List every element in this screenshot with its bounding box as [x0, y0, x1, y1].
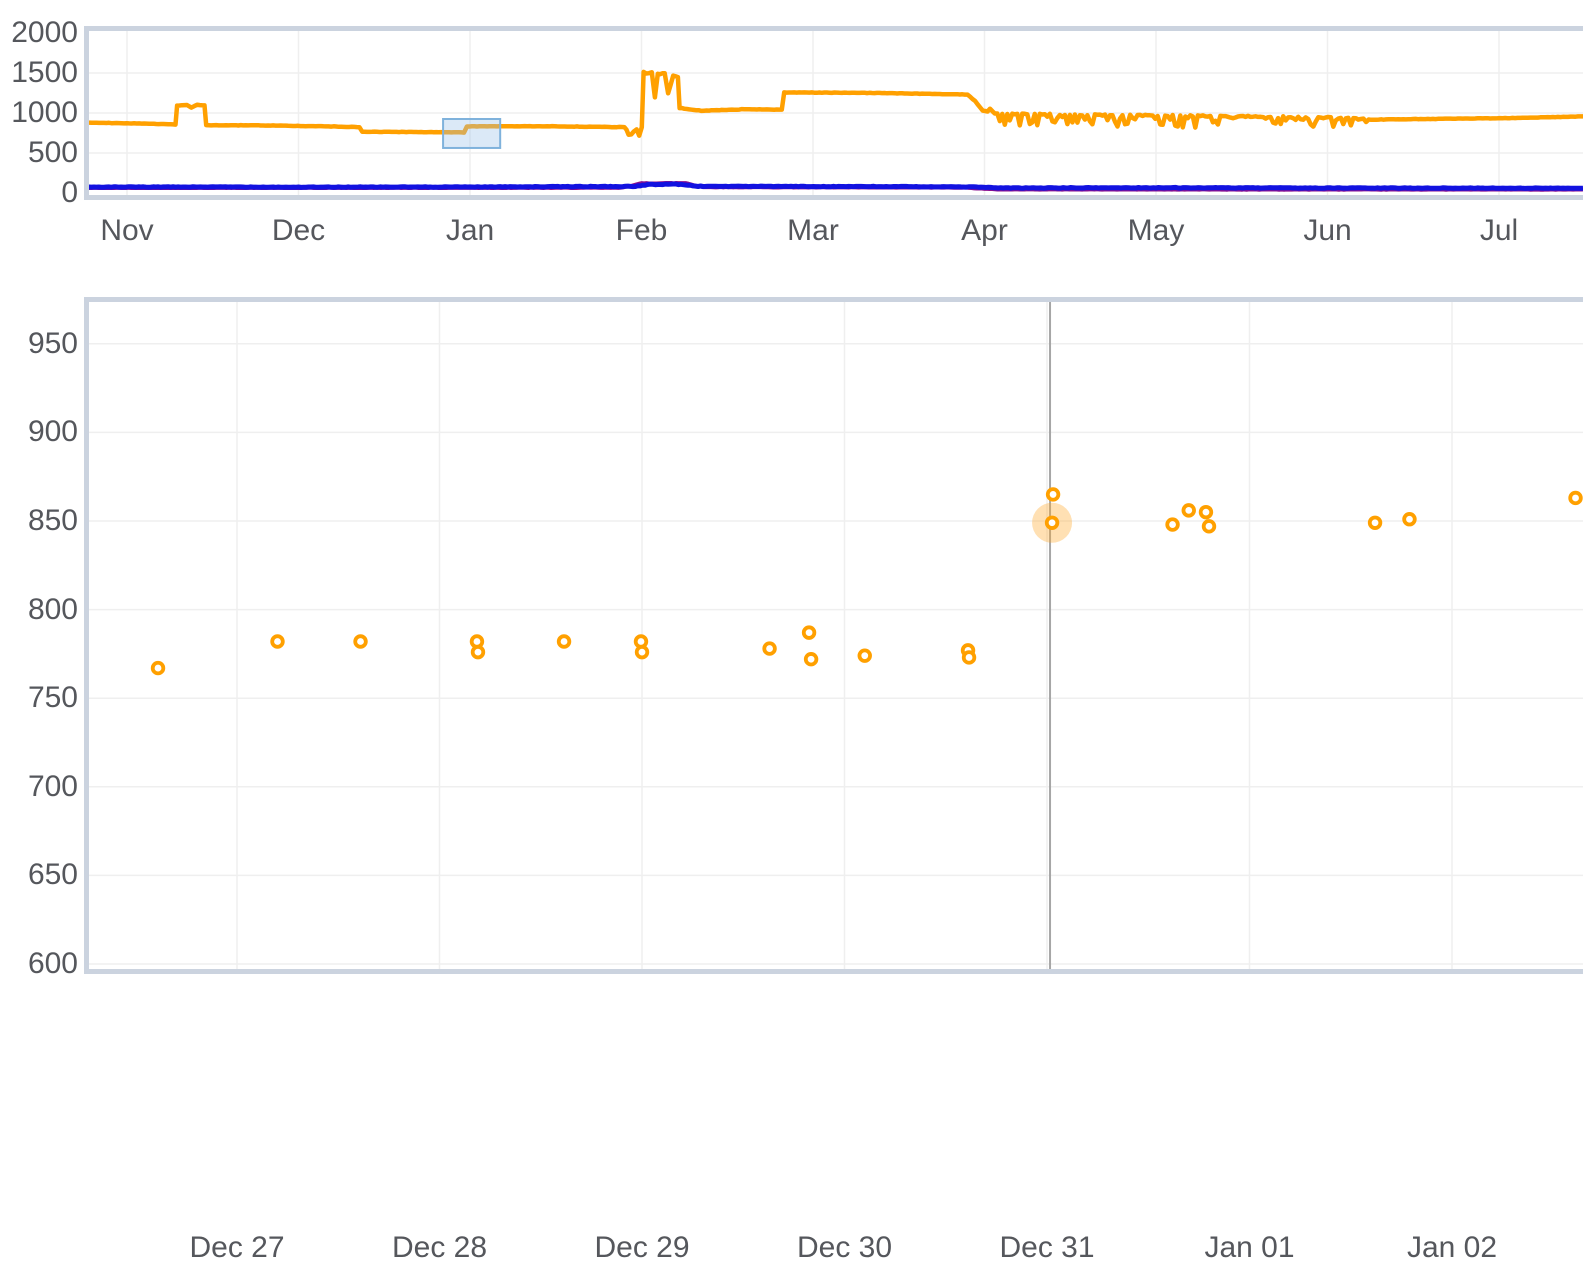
overview-x-tick-label: May	[1127, 214, 1185, 247]
detail-x-tick-label: Dec 28	[391, 1231, 488, 1264]
overview-x-tick-label: Jul	[1479, 214, 1519, 247]
overview-x-tick-label: Nov	[100, 214, 154, 247]
overview-plot-area[interactable]	[84, 26, 1583, 200]
detail-y-tick-label: 750	[27, 681, 78, 715]
detail-x-tick-label: Jan 02	[1406, 1231, 1498, 1264]
overview-x-tick-label: Mar	[787, 214, 839, 247]
overview-y-tick-label: 1000	[11, 96, 78, 129]
overview-x-tick-label: Jun	[1303, 214, 1352, 247]
detail-y-tick-label: 600	[27, 947, 78, 980]
detail-y-tick-label: 950	[27, 326, 78, 360]
detail-x-tick-label: Dec 29	[594, 1231, 690, 1264]
overview-y-tick-label: 2000	[11, 16, 78, 49]
detail-y-tick-label: 800	[27, 592, 78, 626]
overview-x-tick-label: Apr	[961, 214, 1008, 247]
detail-y-tick-label: 650	[27, 858, 78, 892]
detail-y-tick-label: 850	[27, 504, 78, 537]
overview-y-tick-label: 500	[27, 136, 78, 169]
detail-y-tick-label: 900	[27, 415, 78, 449]
detail-x-tick-label: Dec 27	[189, 1231, 285, 1264]
overview-x-tick-label: Jan	[445, 214, 495, 247]
detail-chart: 950 900 850 800 750 700 650 600 Dec 27 Dec 28 Dec …	[0, 250, 1583, 1263]
detail-x-tick-label: Jan 01	[1204, 1231, 1295, 1264]
detail-x-tick-label: Dec 30	[796, 1231, 893, 1264]
overview-x-tick-label: Dec	[271, 214, 326, 247]
detail-plot-area[interactable]	[84, 297, 1583, 974]
overview-y-tick-label: 1500	[11, 56, 78, 89]
overview-chart: 2000 1500 1000 500 0 Nov Dec Jan Feb Mar Apr May Jun…	[0, 0, 1583, 250]
overview-x-tick-label: Feb	[615, 214, 668, 247]
detail-x-tick-label: Dec 31	[999, 1231, 1095, 1264]
detail-y-tick-label: 700	[27, 769, 78, 803]
overview-y-tick-label: 0	[61, 176, 78, 209]
